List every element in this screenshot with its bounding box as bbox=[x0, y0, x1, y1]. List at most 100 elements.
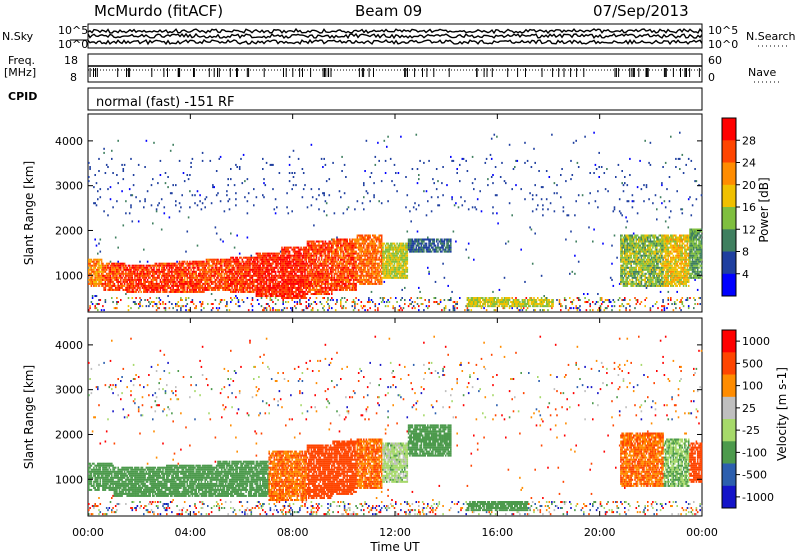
power-echo-cell bbox=[382, 246, 384, 249]
power-echo-cell bbox=[159, 262, 162, 265]
power-echo-cell bbox=[329, 260, 332, 263]
power-echo-cell bbox=[242, 264, 245, 267]
power-echo-cell bbox=[265, 307, 268, 310]
power-echo-cell bbox=[97, 303, 99, 306]
power-echo-cell bbox=[139, 282, 141, 285]
power-echo-cell bbox=[141, 305, 144, 308]
power-echo-cell bbox=[340, 276, 342, 279]
power-echo-cell bbox=[168, 272, 171, 275]
power-echo-cell bbox=[100, 260, 103, 263]
power-echo-cell bbox=[283, 290, 286, 293]
power-echo-cell bbox=[380, 301, 383, 304]
power-echo-cell bbox=[278, 266, 281, 269]
power-echo-cell bbox=[386, 276, 388, 279]
power-echo-cell bbox=[196, 264, 199, 267]
power-echo-cell bbox=[349, 264, 351, 267]
power-echo-cell bbox=[102, 268, 104, 271]
power-echo-cell bbox=[265, 284, 268, 287]
power-echo-cell bbox=[132, 286, 135, 289]
power-echo-cell bbox=[343, 238, 346, 241]
power-echo-cell bbox=[351, 274, 354, 277]
power-echo-cell bbox=[285, 282, 287, 285]
power-echo-cell bbox=[370, 256, 373, 259]
power-echo-cell bbox=[383, 262, 386, 265]
power-echo-cell bbox=[121, 286, 123, 289]
power-echo-cell bbox=[407, 244, 410, 247]
power-echo-cell bbox=[201, 282, 204, 285]
power-echo-cell bbox=[214, 280, 217, 283]
power-echo-cell bbox=[319, 246, 322, 249]
power-echo-cell bbox=[290, 286, 292, 289]
power-echo-cell bbox=[361, 250, 364, 253]
power-echo-cell bbox=[100, 258, 103, 261]
power-echo-cell bbox=[309, 252, 311, 255]
power-echo-cell bbox=[412, 240, 415, 243]
power-echo-cell bbox=[160, 268, 163, 271]
power-echo-cell bbox=[309, 272, 311, 275]
power-echo-cell bbox=[341, 258, 343, 261]
power-echo-cell bbox=[309, 290, 311, 293]
power-echo-cell bbox=[127, 278, 130, 281]
power-echo-cell bbox=[361, 234, 364, 237]
power-echo-cell bbox=[263, 196, 265, 199]
power-echo-cell bbox=[277, 284, 279, 287]
power-echo-cell bbox=[334, 260, 337, 263]
power-echo-cell bbox=[262, 286, 264, 289]
power-echo-cell bbox=[279, 256, 282, 259]
power-echo-cell bbox=[322, 280, 324, 283]
power-echo-cell bbox=[311, 248, 314, 251]
power-echo-cell bbox=[351, 238, 354, 241]
power-echo-cell bbox=[421, 303, 424, 306]
power-echo-cell bbox=[340, 280, 342, 283]
power-echo-cell bbox=[155, 264, 158, 267]
power-echo-cell bbox=[364, 309, 366, 312]
power-echo-cell bbox=[388, 252, 391, 255]
power-echo-cell bbox=[331, 284, 333, 287]
power-echo-cell bbox=[163, 280, 166, 283]
power-echo-cell bbox=[327, 248, 329, 251]
power-echo-cell bbox=[345, 307, 347, 310]
power-echo-cell bbox=[276, 256, 278, 259]
power-echo-cell bbox=[163, 212, 166, 215]
power-echo-cell bbox=[259, 262, 261, 265]
power-echo-cell bbox=[365, 274, 368, 277]
power-echo-cell bbox=[332, 250, 334, 253]
power-echo-cell bbox=[346, 238, 348, 241]
power-echo-cell bbox=[215, 282, 218, 285]
power-echo-cell bbox=[324, 242, 327, 245]
power-echo-cell bbox=[414, 240, 416, 243]
power-echo-cell bbox=[336, 278, 338, 281]
power-echo-cell bbox=[269, 252, 272, 255]
power-echo-cell bbox=[328, 246, 331, 249]
power-echo-cell bbox=[411, 242, 414, 245]
power-echo-cell bbox=[352, 248, 355, 251]
power-echo-cell bbox=[272, 256, 274, 259]
power-echo-cell bbox=[359, 274, 361, 277]
power-echo-cell bbox=[340, 272, 342, 275]
power-echo-cell bbox=[287, 248, 290, 251]
power-echo-cell bbox=[203, 262, 205, 265]
power-echo-cell bbox=[105, 272, 108, 275]
power-echo-cell bbox=[241, 264, 244, 267]
power-echo-cell bbox=[363, 254, 365, 257]
power-echo-cell bbox=[324, 278, 327, 281]
power-echo-cell bbox=[311, 250, 314, 253]
power-echo-cell bbox=[308, 278, 310, 281]
power-echo-cell bbox=[176, 272, 178, 275]
power-echo-cell bbox=[296, 293, 299, 296]
power-echo-cell bbox=[144, 290, 146, 293]
power-echo-cell bbox=[246, 272, 249, 275]
power-echo-cell bbox=[382, 254, 384, 257]
power-echo-cell bbox=[256, 272, 259, 275]
power-echo-cell bbox=[331, 256, 333, 259]
power-echo-cell bbox=[378, 240, 380, 243]
power-echo-cell bbox=[331, 246, 333, 249]
power-echo-cell bbox=[338, 288, 341, 291]
power-echo-cell bbox=[357, 238, 360, 241]
power-echo-cell bbox=[269, 286, 272, 289]
power-echo-cell bbox=[360, 266, 363, 269]
power-echo-cell bbox=[414, 307, 416, 310]
power-echo-cell bbox=[139, 278, 141, 281]
power-echo-cell bbox=[281, 290, 283, 293]
power-echo-cell bbox=[402, 264, 405, 267]
